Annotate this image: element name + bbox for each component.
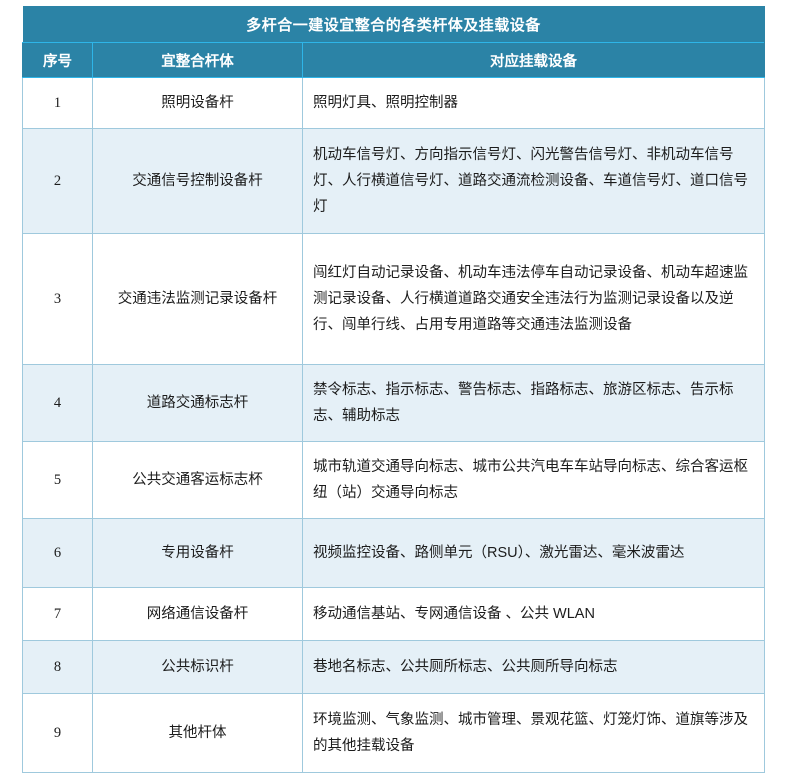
cell-equipment: 城市轨道交通导向标志、城市公共汽电车车站导向标志、综合客运枢纽（站）交通导向标志 xyxy=(302,441,765,519)
cell-equipment: 移动通信基站、专网通信设备 、公共 WLAN xyxy=(302,587,765,641)
cell-pole-type: 交通信号控制设备杆 xyxy=(92,128,303,234)
cell-pole-type: 其他杆体 xyxy=(92,693,303,773)
cell-pole-type: 公共标识杆 xyxy=(92,640,303,694)
cell-index: 2 xyxy=(22,128,93,234)
table-row: 9 其他杆体 环境监测、气象监测、城市管理、景观花篮、灯笼灯饰、道旗等涉及的其他… xyxy=(22,693,765,773)
column-header-equipment: 对应挂载设备 xyxy=(302,42,765,78)
table-header-row: 序号 宜整合杆体 对应挂载设备 xyxy=(22,42,765,78)
pole-integration-table: 多杆合一建设宜整合的各类杆体及挂载设备 序号 宜整合杆体 对应挂载设备 1 照明… xyxy=(22,6,765,773)
table-row: 3 交通违法监测记录设备杆 闯红灯自动记录设备、机动车违法停车自动记录设备、机动… xyxy=(22,233,765,365)
cell-equipment: 视频监控设备、路侧单元（RSU）、激光雷达、毫米波雷达 xyxy=(302,518,765,588)
cell-pole-type: 交通违法监测记录设备杆 xyxy=(92,233,303,365)
cell-equipment: 机动车信号灯、方向指示信号灯、闪光警告信号灯、非机动车信号灯、人行横道信号灯、道… xyxy=(302,128,765,234)
table-title-row: 多杆合一建设宜整合的各类杆体及挂载设备 xyxy=(22,6,765,43)
cell-pole-type: 照明设备杆 xyxy=(92,77,303,129)
cell-index: 9 xyxy=(22,693,93,773)
cell-equipment: 禁令标志、指示标志、警告标志、指路标志、旅游区标志、告示标志、辅助标志 xyxy=(302,364,765,442)
cell-equipment: 巷地名标志、公共厕所标志、公共厕所导向标志 xyxy=(302,640,765,694)
cell-index: 8 xyxy=(22,640,93,694)
cell-index: 7 xyxy=(22,587,93,641)
column-header-pole: 宜整合杆体 xyxy=(92,42,303,78)
cell-index: 5 xyxy=(22,441,93,519)
cell-index: 6 xyxy=(22,518,93,588)
cell-pole-type: 网络通信设备杆 xyxy=(92,587,303,641)
cell-index: 4 xyxy=(22,364,93,442)
pole-integration-table-wrapper: 多杆合一建设宜整合的各类杆体及挂载设备 序号 宜整合杆体 对应挂载设备 1 照明… xyxy=(22,6,765,773)
table-title: 多杆合一建设宜整合的各类杆体及挂载设备 xyxy=(22,6,765,43)
table-row: 1 照明设备杆 照明灯具、照明控制器 xyxy=(22,77,765,129)
cell-pole-type: 公共交通客运标志杯 xyxy=(92,441,303,519)
cell-pole-type: 道路交通标志杆 xyxy=(92,364,303,442)
cell-pole-type: 专用设备杆 xyxy=(92,518,303,588)
table-row: 5 公共交通客运标志杯 城市轨道交通导向标志、城市公共汽电车车站导向标志、综合客… xyxy=(22,441,765,519)
cell-index: 3 xyxy=(22,233,93,365)
table-row: 6 专用设备杆 视频监控设备、路侧单元（RSU）、激光雷达、毫米波雷达 xyxy=(22,518,765,588)
table-row: 7 网络通信设备杆 移动通信基站、专网通信设备 、公共 WLAN xyxy=(22,587,765,641)
cell-equipment: 照明灯具、照明控制器 xyxy=(302,77,765,129)
table-row: 4 道路交通标志杆 禁令标志、指示标志、警告标志、指路标志、旅游区标志、告示标志… xyxy=(22,364,765,442)
table-body: 1 照明设备杆 照明灯具、照明控制器 2 交通信号控制设备杆 机动车信号灯、方向… xyxy=(22,77,765,773)
cell-equipment: 环境监测、气象监测、城市管理、景观花篮、灯笼灯饰、道旗等涉及的其他挂载设备 xyxy=(302,693,765,773)
cell-equipment: 闯红灯自动记录设备、机动车违法停车自动记录设备、机动车超速监测记录设备、人行横道… xyxy=(302,233,765,365)
table-row: 8 公共标识杆 巷地名标志、公共厕所标志、公共厕所导向标志 xyxy=(22,640,765,694)
column-header-index: 序号 xyxy=(22,42,93,78)
cell-index: 1 xyxy=(22,77,93,129)
table-row: 2 交通信号控制设备杆 机动车信号灯、方向指示信号灯、闪光警告信号灯、非机动车信… xyxy=(22,128,765,234)
